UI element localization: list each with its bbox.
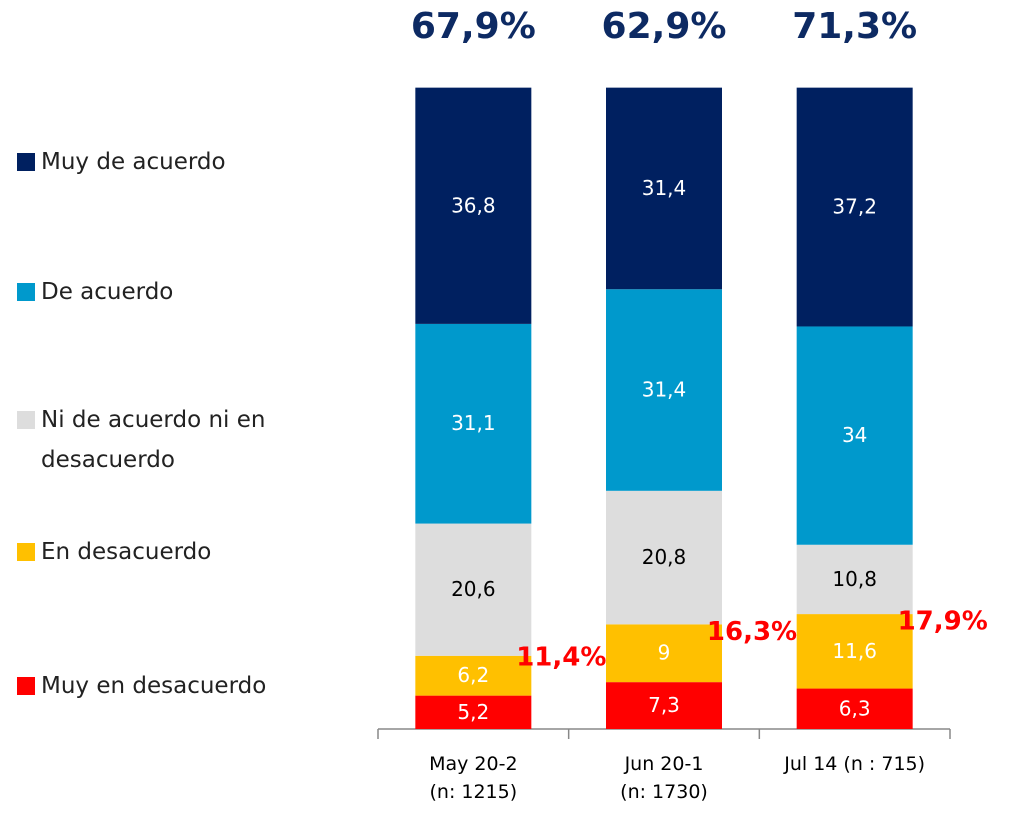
- bar-segment: [415, 655, 532, 696]
- bar-segment: [796, 688, 913, 729]
- value-label: 31,4: [642, 378, 687, 402]
- legend-label: Muy de acuerdo: [41, 149, 226, 175]
- value-label: 10,8: [832, 567, 877, 591]
- bar-segment: [606, 289, 722, 491]
- x-tick-label: Jul 14 (n : 715): [784, 753, 926, 775]
- bar-segment: [415, 523, 532, 656]
- value-label: 31,1: [451, 411, 496, 435]
- value-label: 20,8: [642, 545, 687, 569]
- bar-segment: [606, 682, 722, 729]
- bar-segment: [796, 544, 913, 615]
- bar-segment: [606, 87, 722, 290]
- value-label: 11,6: [832, 639, 877, 663]
- legend-swatch: [17, 283, 35, 301]
- value-label: 7,3: [648, 693, 680, 717]
- x-tick-label: May 20-2 (n: 1215): [429, 753, 518, 803]
- disagree-label: 11,4%: [516, 642, 606, 672]
- legend-label: En desacuerdo: [41, 539, 212, 565]
- disagree-label: 16,3%: [707, 617, 797, 647]
- value-label: 9: [658, 641, 671, 665]
- legend-swatch: [17, 677, 35, 695]
- value-label: 5,2: [457, 700, 489, 724]
- value-label: 31,4: [642, 176, 687, 200]
- bar-segment: [606, 490, 722, 625]
- x-tick-label: Jun 20-1 (n: 1730): [620, 753, 708, 803]
- legend-swatch: [17, 411, 35, 429]
- bar-segment: [415, 87, 532, 324]
- bar-segment: [796, 87, 913, 327]
- value-label: 20,6: [451, 577, 496, 601]
- total-label: 62,9%: [602, 6, 727, 47]
- value-label: 37,2: [832, 195, 877, 219]
- value-label: 36,8: [451, 193, 496, 217]
- legend-swatch: [17, 543, 35, 561]
- legend-label: Ni de acuerdo ni en desacuerdo: [41, 407, 266, 473]
- legend-swatch: [17, 153, 35, 171]
- bar-segment: [606, 624, 722, 683]
- total-label: 71,3%: [792, 6, 917, 47]
- disagree-label: 17,9%: [898, 607, 988, 637]
- value-label: 6,3: [839, 696, 871, 720]
- legend-item: Muy de acuerdo: [17, 142, 307, 182]
- legend-item: Ni de acuerdo ni en desacuerdo: [17, 400, 307, 480]
- value-label: 34: [842, 423, 867, 447]
- legend-label: De acuerdo: [41, 279, 174, 305]
- legend-item: De acuerdo: [17, 272, 307, 312]
- value-label: 6,2: [457, 663, 489, 687]
- legend-item: Muy en desacuerdo: [17, 666, 307, 706]
- bar-segment: [415, 323, 532, 524]
- legend-label: Muy en desacuerdo: [41, 673, 267, 699]
- bar-segment: [796, 614, 913, 689]
- bar-segment: [415, 695, 532, 729]
- bar-segment: [796, 326, 913, 545]
- legend-item: En desacuerdo: [17, 532, 307, 572]
- total-label: 67,9%: [411, 6, 536, 47]
